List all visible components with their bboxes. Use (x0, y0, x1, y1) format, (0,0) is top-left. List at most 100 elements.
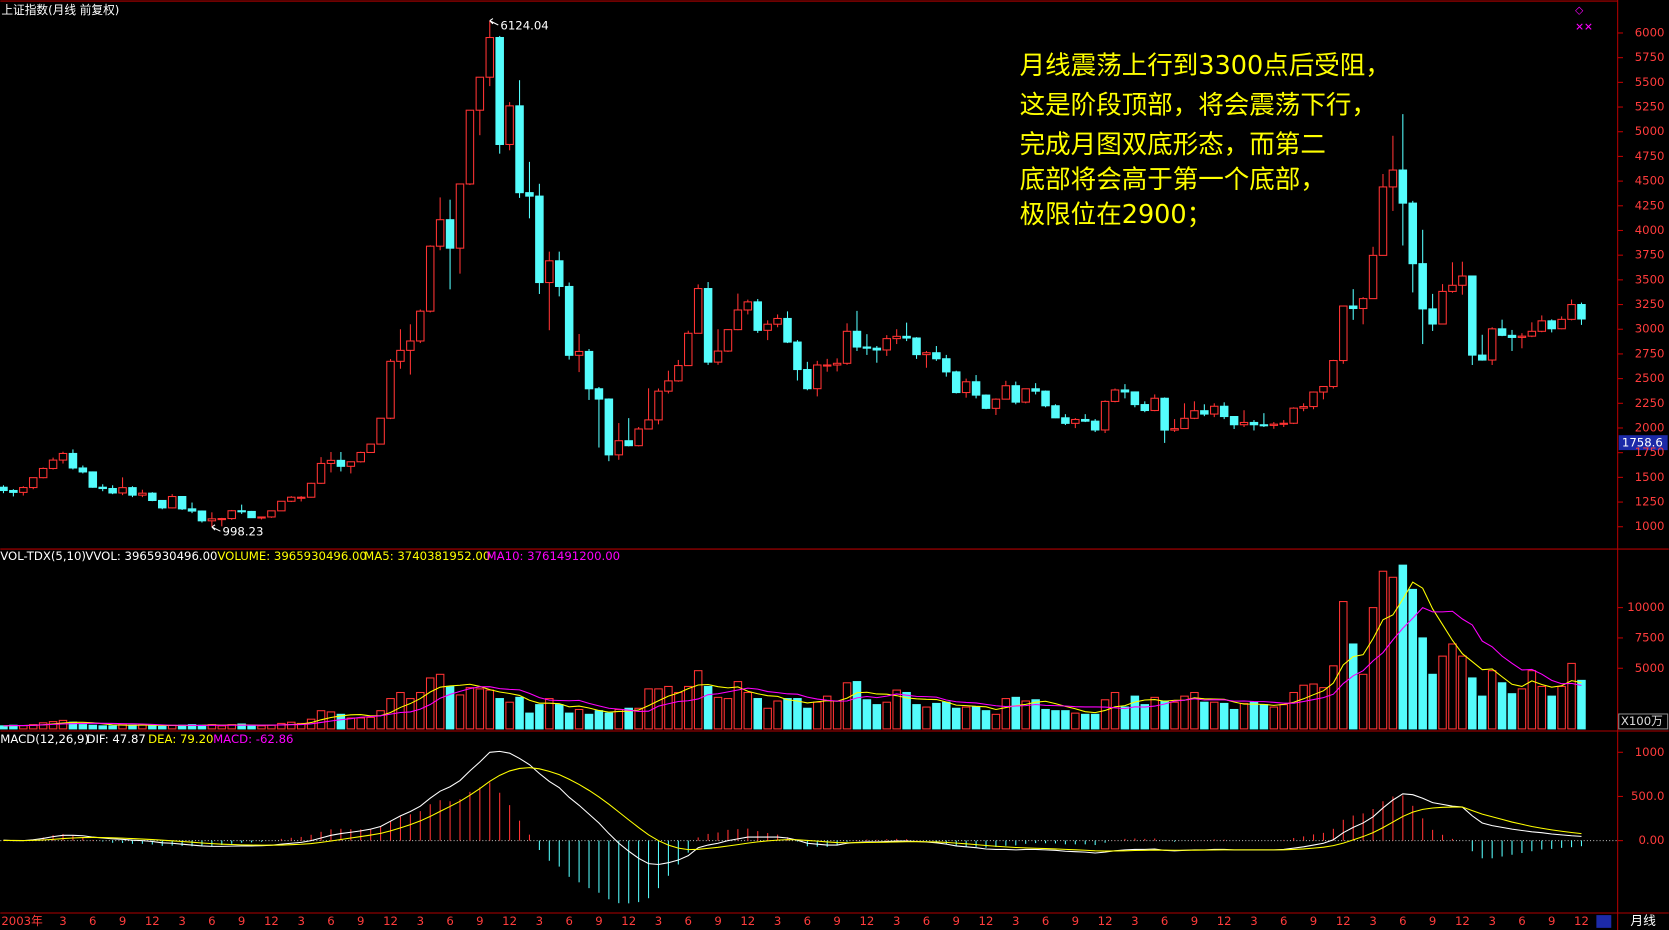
volume-bar (88, 724, 98, 730)
volume-bar (1428, 673, 1437, 730)
candle-body (1289, 407, 1298, 424)
volume-bar (28, 724, 38, 730)
candle-body (554, 260, 564, 288)
volume-bar (1110, 691, 1120, 730)
ma-line (3, 606, 1582, 727)
x-tick-label: 9 (1310, 914, 1317, 928)
candle-body (753, 301, 762, 331)
volume-bar (406, 698, 415, 730)
candle-body (495, 36, 504, 146)
volume-bar (902, 691, 911, 730)
volume-bar (535, 704, 544, 730)
candle-body (1339, 305, 1348, 362)
volume-bar (634, 707, 643, 730)
volume-bar (942, 701, 951, 730)
candle-body (1021, 388, 1030, 403)
volume-bar (1190, 691, 1199, 730)
volume-bar (1289, 691, 1298, 730)
window-control[interactable]: ✕✕ (1575, 21, 1593, 34)
candle-body (525, 192, 534, 197)
volume-bar (455, 694, 465, 730)
candle-body (217, 518, 227, 521)
x-tick-label: 6 (685, 914, 692, 928)
x-tick-label: 9 (119, 914, 126, 928)
y-tick-label: 2750 (1635, 346, 1665, 360)
candle-body (1150, 397, 1159, 412)
candle-body (138, 492, 147, 496)
candle-body (1229, 416, 1239, 426)
candle-body (1011, 385, 1021, 403)
candle-body (1468, 275, 1477, 356)
candle-body (505, 105, 514, 146)
scroll-box[interactable] (1596, 915, 1612, 928)
x-tick-label: 3 (59, 914, 66, 928)
volume-bar (1080, 713, 1090, 730)
x-tick-label: 9 (953, 914, 960, 928)
candle-body (1577, 304, 1586, 320)
volume-bar (674, 691, 683, 730)
candle-body (1051, 405, 1060, 419)
volume-bar (475, 688, 485, 730)
volume-bar (1358, 673, 1368, 730)
volume-bar (564, 712, 574, 730)
candle-body (1408, 202, 1418, 265)
volume-bar (1140, 704, 1150, 730)
volume-bar (1368, 607, 1378, 730)
candle-body (634, 428, 643, 447)
volume-bar (366, 716, 375, 730)
candle-body (257, 516, 266, 519)
y-tick-label: 4750 (1635, 149, 1665, 163)
volume-bar (1239, 702, 1249, 730)
x-tick-label: 3 (1488, 914, 1495, 928)
candle-body (1378, 186, 1388, 256)
x-tick-label: 9 (1429, 914, 1436, 928)
y-tick-label: 6000 (1635, 25, 1665, 39)
candle-body (0, 486, 8, 492)
candle-body (376, 417, 385, 445)
candle-body (406, 340, 415, 351)
volume-bar (1130, 695, 1140, 730)
candle-body (813, 364, 822, 390)
volume-bar (1497, 682, 1507, 730)
candle-body (58, 452, 68, 461)
volume-bar (425, 677, 435, 730)
note-line: 这是阶段顶部，将会震荡下行， (1020, 90, 1377, 120)
y-tick-label: 5000 (1635, 124, 1665, 138)
volume-bar (1309, 683, 1318, 730)
volume-bar (743, 691, 753, 730)
volume-bar (664, 685, 673, 730)
candle-body (1418, 263, 1427, 310)
volume-bar (1071, 712, 1080, 730)
volume-bar (485, 689, 495, 730)
note: 月线震荡上行到3300点后受阻， 这是阶段顶部，将会震荡下行， 完成月图双底形态… (1020, 51, 1391, 230)
period-label[interactable]: 月线 (1630, 914, 1656, 929)
window-control[interactable]: ◇ (1575, 4, 1584, 17)
volume-bar (1001, 698, 1011, 730)
candle-body (703, 288, 713, 363)
legend-entry: MACD: -62.86 (213, 732, 293, 746)
candle-body (674, 365, 683, 382)
candle-body (237, 510, 246, 513)
chart-title: 上证指数(月线 前复权) (1, 3, 119, 17)
candle-body (128, 487, 137, 496)
candle-body (1348, 305, 1358, 310)
candle-body (356, 451, 366, 463)
candle-body (1249, 421, 1259, 426)
candle-body (664, 380, 673, 392)
volume-bar (932, 702, 941, 730)
volume-bar (1041, 708, 1050, 730)
candle-body (942, 358, 951, 373)
candle-body (872, 347, 882, 351)
y-tick-label: 1000 (1635, 745, 1665, 759)
candle-body (247, 510, 256, 519)
volume-bar (882, 701, 892, 730)
x-tick-label: 6 (565, 914, 572, 928)
candle-body (912, 337, 921, 356)
volume-bar (267, 724, 276, 730)
x-tick-label: 6 (1399, 914, 1406, 928)
unit-box (1618, 713, 1669, 730)
volume-bar (396, 691, 405, 730)
volume-bar (1458, 655, 1467, 730)
candle-body (545, 260, 554, 284)
